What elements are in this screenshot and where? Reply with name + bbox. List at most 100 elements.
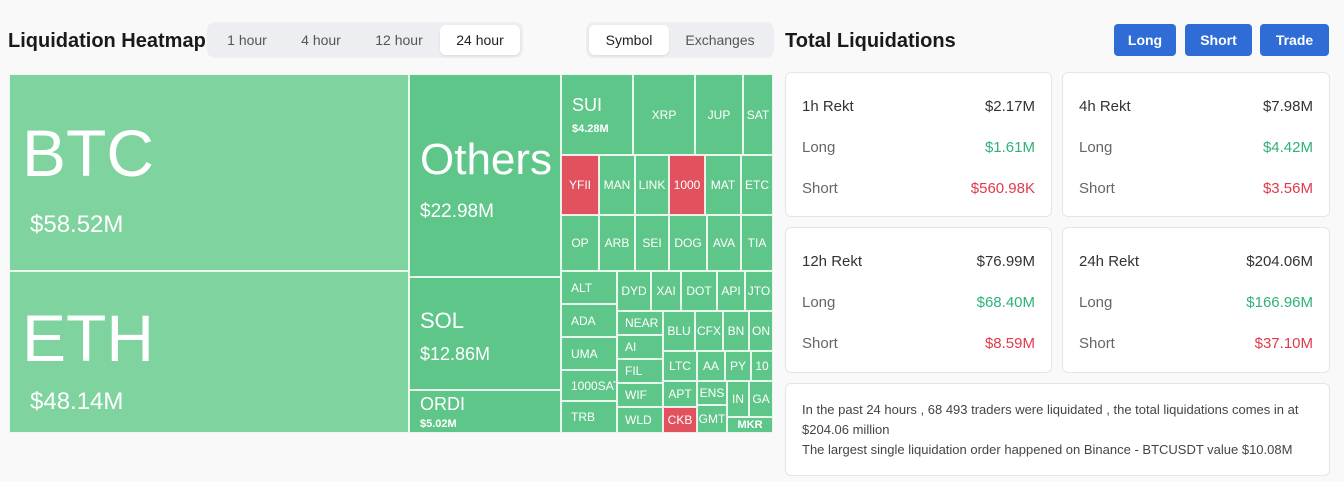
heatmap-cell-uma[interactable]: UMA — [561, 337, 617, 370]
heatmap-cell-cfx[interactable]: CFX — [695, 311, 723, 351]
timeframe-24h[interactable]: 24 hour — [440, 25, 520, 55]
heatmap-cell-xrp[interactable]: XRP — [633, 74, 695, 155]
heatmap-cell-mat[interactable]: MAT — [705, 155, 741, 215]
heatmap-cell-link[interactable]: LINK — [635, 155, 669, 215]
heatmap-cell-10[interactable]: 10 — [751, 351, 773, 381]
heatmap-cell-apt[interactable]: APT — [663, 381, 697, 407]
short-value: $560.98K — [970, 180, 1035, 197]
cell-symbol: JTO — [747, 284, 771, 298]
heatmap-cell-alt[interactable]: ALT — [561, 271, 617, 304]
cell-value: $12.86M — [420, 344, 491, 364]
cell-symbol: ALT — [571, 280, 593, 295]
liquidation-heatmap: BTC $58.52M ETH $48.14M Others $22.98M S… — [9, 74, 773, 433]
short-button[interactable]: Short — [1185, 24, 1252, 56]
heatmap-cell-wld[interactable]: WLD — [617, 407, 663, 433]
cell-symbol: IN — [732, 392, 744, 406]
timeframe-4h[interactable]: 4 hour — [301, 32, 341, 48]
card-total: $7.98M — [1262, 98, 1313, 115]
heatmap-cell-1000sats[interactable]: 1000SAT — [561, 370, 617, 401]
heatmap-cell-tia[interactable]: TIA — [741, 215, 773, 271]
cell-symbol: TRB — [571, 410, 595, 424]
heatmap-cell-sui[interactable]: SUI $4.28M — [561, 74, 633, 155]
heatmap-cell-ai[interactable]: AI — [617, 335, 663, 359]
cell-symbol: OP — [571, 236, 589, 250]
heatmap-cell-dyd[interactable]: DYD — [617, 271, 651, 311]
heatmap-cell-blu[interactable]: BLU — [663, 311, 695, 351]
cell-symbol: ADA — [571, 313, 596, 328]
heatmap-cell-ens[interactable]: ENS — [697, 381, 727, 405]
heatmap-cell-fil[interactable]: FIL — [617, 359, 663, 383]
heatmap-cell-on[interactable]: ON — [749, 311, 773, 351]
heatmap-cell-dot[interactable]: DOT — [681, 271, 717, 311]
heatmap-cell-ltc[interactable]: LTC — [663, 351, 697, 381]
heatmap-cell-sat[interactable]: SAT — [743, 74, 773, 155]
heatmap-cell-in[interactable]: IN — [727, 381, 749, 417]
short-label: Short — [802, 180, 838, 197]
heatmap-cell-dog[interactable]: DOG — [669, 215, 707, 271]
cell-symbol: ENS — [699, 386, 725, 400]
cell-symbol: CFX — [697, 324, 721, 338]
heatmap-cell-btc[interactable]: BTC $58.52M — [9, 74, 409, 271]
cell-symbol: DOT — [686, 284, 712, 298]
heatmap-cell-op[interactable]: OP — [561, 215, 599, 271]
cell-value: $5.02M — [420, 418, 457, 430]
cell-symbol: CKB — [667, 413, 693, 427]
long-button[interactable]: Long — [1114, 24, 1176, 56]
heatmap-cell-ckb[interactable]: CKB — [663, 407, 697, 433]
rekt-card-1h: 1h Rekt $2.17M Long $1.61M Short $560.98K — [785, 72, 1052, 217]
heatmap-cell-wif[interactable]: WIF — [617, 383, 663, 407]
summary-line-1: In the past 24 hours , 68 493 traders we… — [802, 402, 1299, 437]
heatmap-cell-jto[interactable]: JTO — [745, 271, 773, 311]
cell-symbol: ETH — [22, 301, 154, 375]
heatmap-cell-api[interactable]: API — [717, 271, 745, 311]
heatmap-cell-gmt[interactable]: GMT — [697, 405, 727, 433]
heatmap-cell-yfii[interactable]: YFII — [561, 155, 599, 215]
total-liquidations-title: Total Liquidations — [785, 30, 956, 52]
heatmap-cell-arb[interactable]: ARB — [599, 215, 635, 271]
short-value: $8.59M — [984, 335, 1035, 352]
cell-symbol: LINK — [638, 178, 666, 192]
cell-symbol: APT — [668, 387, 692, 401]
rekt-card-24h: 24h Rekt $204.06M Long $166.96M Short $37.1… — [1062, 227, 1330, 373]
cell-symbol: GA — [752, 392, 770, 406]
heatmap-cell-mkr[interactable]: MKR — [727, 417, 773, 433]
heatmap-cell-bn[interactable]: BN — [723, 311, 749, 351]
heatmap-cell-sol[interactable]: SOL $12.86M — [409, 277, 561, 390]
card-title: 4h Rekt — [1079, 98, 1131, 115]
cell-symbol: XAI — [656, 284, 676, 298]
rekt-card-4h: 4h Rekt $7.98M Long $4.42M Short $3.56M — [1062, 72, 1330, 217]
heatmap-cell-eth[interactable]: ETH $48.14M — [9, 271, 409, 433]
cell-symbol: BLU — [667, 324, 691, 338]
heatmap-cell-trb[interactable]: TRB — [561, 401, 617, 433]
heatmap-cell-jup[interactable]: JUP — [695, 74, 743, 155]
cell-symbol: ON — [752, 324, 770, 338]
heatmap-cell-others[interactable]: Others $22.98M — [409, 74, 561, 277]
heatmap-cell-sei[interactable]: SEI — [635, 215, 669, 271]
cell-symbol: AI — [625, 340, 637, 354]
heatmap-cell-ordi[interactable]: ORDI $5.02M — [409, 390, 561, 433]
cell-symbol: WLD — [625, 413, 652, 427]
cell-symbol: MAN — [603, 178, 631, 192]
heatmap-cell-man[interactable]: MAN — [599, 155, 635, 215]
heatmap-cell-py[interactable]: PY — [725, 351, 751, 381]
view-symbol[interactable]: Symbol — [589, 25, 669, 55]
timeframe-12h[interactable]: 12 hour — [375, 32, 423, 48]
card-title: 24h Rekt — [1079, 253, 1140, 270]
heatmap-cell-near[interactable]: NEAR — [617, 311, 663, 335]
heatmap-cell-ada[interactable]: ADA — [561, 304, 617, 337]
heatmap-cell-ga[interactable]: GA — [749, 381, 773, 417]
heatmap-cell-ava[interactable]: AVA — [707, 215, 741, 271]
cell-symbol: AVA — [712, 236, 736, 250]
cell-symbol: SAT — [746, 107, 770, 122]
heatmap-cell-aa[interactable]: AA — [697, 351, 725, 381]
heatmap-cell-xai[interactable]: XAI — [651, 271, 681, 311]
view-exchanges[interactable]: Exchanges — [685, 32, 755, 48]
heatmap-cell-1000[interactable]: 1000 — [669, 155, 705, 215]
trade-button[interactable]: Trade — [1260, 24, 1329, 56]
long-label: Long — [1079, 294, 1113, 311]
cell-symbol: ARB — [604, 236, 630, 250]
long-value: $166.96M — [1246, 294, 1313, 311]
timeframe-1h[interactable]: 1 hour — [227, 32, 267, 48]
cell-symbol: 1000 — [673, 178, 701, 192]
heatmap-cell-etc[interactable]: ETC — [741, 155, 773, 215]
